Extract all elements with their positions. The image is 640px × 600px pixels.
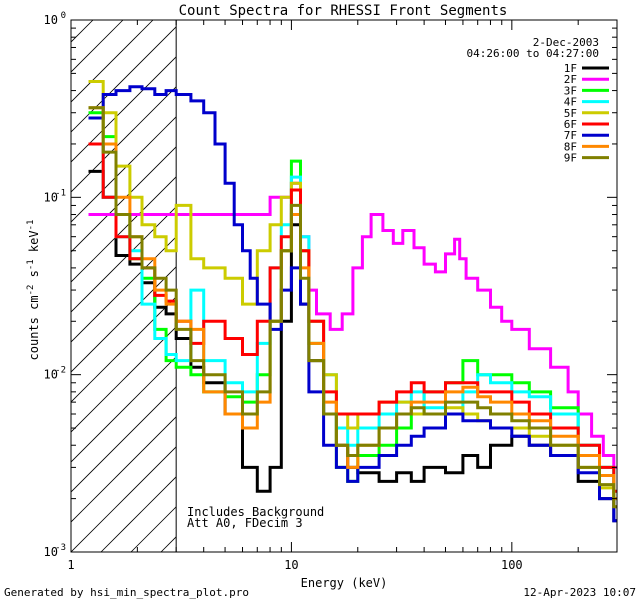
chart-title: Count Spectra for RHESSI Front Segments [179, 3, 508, 19]
series-line-6F [88, 142, 617, 493]
background-hatch-region [0, 20, 177, 552]
hatch-line [0, 20, 3, 552]
series-line-7F [88, 85, 617, 523]
y-tick-label: 10 [44, 368, 58, 382]
y-tick-label: 10 [44, 190, 58, 204]
hatch-line [71, 20, 154, 103]
x-tick-label: 1 [67, 558, 74, 572]
y-tick-labels: 10 010-110-210-3 [44, 11, 66, 559]
hatch-line [71, 416, 177, 523]
hatch-line [71, 116, 177, 223]
x-tick-label: 10 [284, 558, 298, 572]
y-axis-label: counts cm-2 s-1 keV-1 [26, 220, 41, 361]
series-line-4F [88, 142, 617, 493]
y-axis-label-part: s [27, 270, 41, 284]
hatch-line [71, 86, 177, 193]
legend-date: 2-Dec-2003 [533, 36, 599, 49]
legend-label-2F: 2F [564, 73, 577, 86]
legend: 2-Dec-2003 04:26:00 to 04:27:00 1F2F3F4F… [467, 36, 609, 165]
hatch-line [71, 206, 177, 313]
y-axis-label-exp: -1 [26, 220, 36, 231]
annotation-background: Includes Background [187, 505, 324, 519]
legend-label-7F: 7F [564, 129, 577, 142]
hatch-line [71, 296, 177, 403]
axis-ticks [70, 19, 618, 553]
y-tick-label: 10 [44, 545, 58, 559]
legend-label-4F: 4F [564, 96, 577, 109]
y-tick-label-exp: -2 [55, 366, 66, 376]
hatch-line [71, 20, 94, 43]
series-line-9F [88, 106, 617, 509]
footer-timestamp: 12-Apr-2023 10:07 [523, 586, 636, 599]
legend-time-range: 04:26:00 to 04:27:00 [467, 47, 599, 60]
y-axis-label-exp: -1 [26, 259, 36, 270]
hatch-line [71, 446, 177, 552]
y-tick-label: 10 [44, 13, 58, 27]
legend-label-6F: 6F [564, 118, 577, 131]
x-tick-label: 100 [501, 558, 523, 572]
plot-frame [70, 19, 618, 553]
x-axis-label: Energy (keV) [301, 576, 388, 590]
y-tick-label-exp: -3 [55, 543, 66, 553]
hatch-line [71, 56, 177, 163]
hatch-line [71, 236, 177, 343]
legend-label-3F: 3F [564, 84, 577, 97]
series-layer [88, 80, 617, 523]
footer-generated-by: Generated by hsi_min_spectra_plot.pro [4, 586, 249, 599]
y-axis-label-part: counts cm [27, 295, 41, 360]
x-tick-labels: 1 10 100 [67, 558, 522, 572]
legend-label-1F: 1F [564, 62, 577, 75]
annotation-attenuator: Att A0, FDecim 3 [187, 516, 303, 530]
y-tick-label-exp: -1 [55, 188, 66, 198]
legend-label-5F: 5F [564, 107, 577, 120]
hatch-line [71, 266, 177, 373]
y-axis-label-part: keV [27, 230, 41, 259]
legend-label-8F: 8F [564, 140, 577, 153]
legend-label-9F: 9F [564, 152, 577, 165]
y-tick-label-exp: 0 [61, 11, 66, 21]
series-line-8F [88, 106, 617, 501]
hatch-line [71, 386, 177, 493]
y-axis-label-exp: -2 [26, 285, 36, 296]
